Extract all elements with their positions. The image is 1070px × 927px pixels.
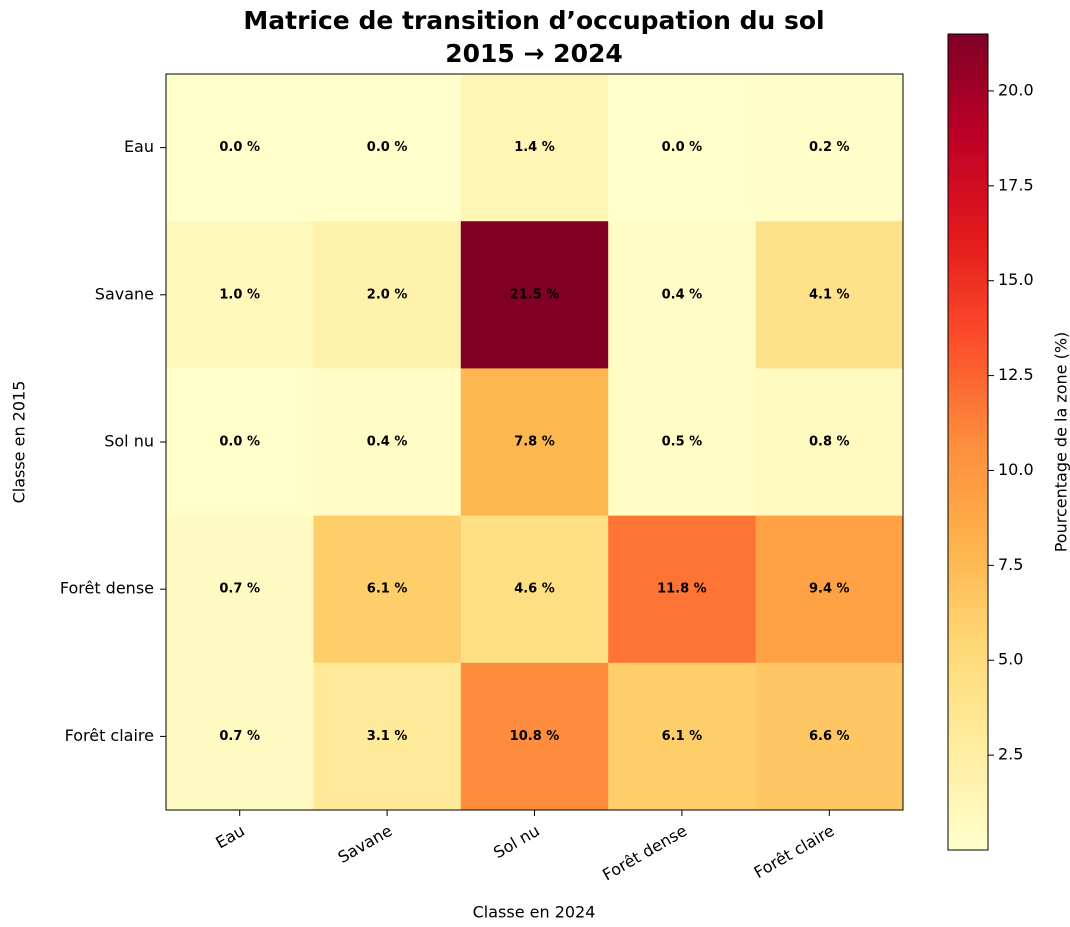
heatmap-cell [755,368,904,517]
cell-label: 10.8 % [510,729,560,744]
cell-label: 0.4 % [662,287,703,302]
x-tick-label: Forêt dense [599,821,690,885]
y-tick-label: Savane [95,284,154,303]
cell-label: 0.7 % [219,582,260,597]
heatmap-cell [755,515,904,664]
cell-label: 0.0 % [219,140,260,155]
x-tick-label: Sol nu [490,821,543,862]
cell-label: 11.8 % [657,582,707,597]
y-axis-label: Classe en 2015 [10,381,29,504]
heatmap-cell [460,515,609,664]
heatmap-cell [313,515,462,664]
cell-label: 7.8 % [514,435,555,450]
chart-title: Matrice de transition d’occupation du so… [243,6,824,35]
x-axis-label: Classe en 2024 [473,903,596,922]
colorbar-tick-label: 7.5 [998,555,1023,574]
heatmap-cell [460,74,609,222]
cell-label: 0.0 % [662,140,703,155]
colorbar-tick-label: 20.0 [998,80,1034,99]
cell-label: 0.0 % [219,435,260,450]
y-tick-label: Sol nu [104,432,154,451]
cell-label: 0.2 % [809,140,850,155]
cell-label: 9.4 % [809,582,850,597]
colorbar-tick-label: 17.5 [998,175,1034,194]
cell-label: 0.4 % [367,435,408,450]
x-tick-label: Savane [335,821,396,867]
heatmap-cell [166,221,314,369]
heatmap-cell [166,662,314,811]
y-tick-label: Eau [124,137,154,156]
heatmap-cell [608,515,757,664]
colorbar-tick-label: 2.5 [998,745,1023,764]
cell-label: 6.1 % [662,729,703,744]
heatmap-cell [166,368,314,517]
cell-label: 0.8 % [809,435,850,450]
heatmap-cell [166,515,314,664]
heatmap-cell [608,74,757,222]
cell-label: 0.0 % [367,140,408,155]
chart-subtitle: 2015 → 2024 [445,39,623,68]
x-tick-label: Forêt claire [751,821,838,882]
colorbar-tick-label: 12.5 [998,365,1034,384]
cell-label: 3.1 % [367,729,408,744]
heatmap-cell [608,221,757,369]
heatmap-cell [313,221,462,369]
heatmap-cell [460,221,609,369]
heatmap-cell [313,662,462,811]
heatmap-cell [608,662,757,811]
heatmap-cell [313,74,462,222]
heatmap-cell [313,368,462,517]
y-tick-label: Forêt dense [60,579,154,598]
cell-label: 0.7 % [219,729,260,744]
cell-label: 1.0 % [219,287,260,302]
x-tick-label: Eau [212,821,248,852]
heatmap-cell [755,221,904,369]
cell-label: 0.5 % [662,435,703,450]
colorbar-label: Pourcentage de la zone (%) [1052,332,1070,553]
cell-label: 1.4 % [514,140,555,155]
heatmap-cell [608,368,757,517]
colorbar-tick-label: 10.0 [998,460,1034,479]
cell-label: 2.0 % [367,287,408,302]
colorbar-tick-label: 5.0 [998,650,1023,669]
cell-label: 6.1 % [367,582,408,597]
heatmap-cell [755,74,904,222]
heatmap-cell [755,662,904,811]
cell-label: 4.6 % [514,582,555,597]
y-tick-label: Forêt claire [65,726,154,745]
cell-label: 4.1 % [809,287,850,302]
cell-label: 21.5 % [510,287,560,302]
colorbar-tick-label: 15.0 [998,270,1034,289]
cell-label: 6.6 % [809,729,850,744]
colorbar [947,33,989,851]
heatmap-cell [166,74,314,222]
heatmap-cell [460,662,609,811]
heatmap-cell [460,368,609,517]
